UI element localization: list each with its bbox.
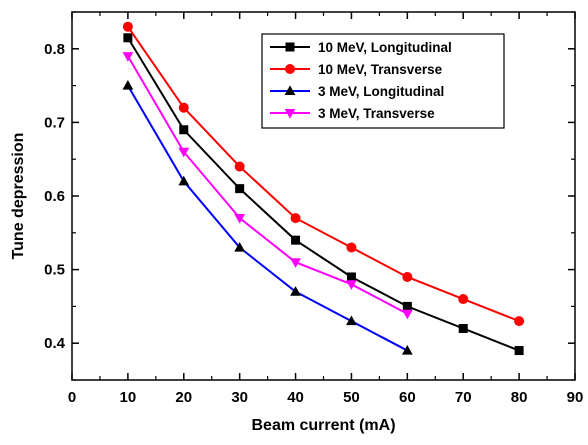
legend: 10 MeV, Longitudinal 10 MeV, Transverse 3 … (261, 33, 505, 129)
x-tick-label: 40 (287, 389, 304, 406)
series-line (127, 85, 408, 352)
legend-item: 10 MeV, Transverse (270, 62, 443, 77)
legend-marker (285, 42, 295, 52)
data-point (514, 346, 524, 356)
x-tick-label: 90 (567, 389, 584, 406)
data-point (346, 280, 357, 290)
legend-label: 3 MeV, Transverse (318, 106, 435, 121)
data-point (402, 271, 413, 282)
x-tick-label: 0 (68, 389, 76, 406)
x-tick-label: 10 (120, 389, 137, 406)
x-tick-label: 20 (175, 389, 192, 406)
data-point (122, 80, 134, 90)
data-point (290, 213, 301, 224)
data-point (179, 125, 189, 135)
x-tick-label: 50 (343, 389, 360, 406)
data-point (458, 323, 468, 333)
y-tick-label: 0.6 (44, 188, 65, 205)
x-tick-label: 60 (399, 389, 416, 406)
data-point (290, 258, 301, 268)
data-point (122, 52, 134, 62)
data-point (178, 175, 190, 186)
series-4 (122, 52, 413, 320)
data-point (346, 315, 357, 326)
data-point (291, 235, 301, 245)
plot-area (122, 21, 525, 356)
x-axis-label: Beam current (mA) (251, 417, 395, 434)
data-point (401, 309, 413, 320)
data-point (234, 214, 246, 224)
series-2 (122, 21, 525, 327)
legend-marker (285, 64, 295, 74)
data-point (290, 286, 301, 296)
data-point (123, 33, 133, 43)
data-point (234, 241, 246, 252)
series-3 (122, 80, 413, 355)
legend-label: 3 MeV, Longitudinal (318, 84, 444, 99)
legend-label: 10 MeV, Transverse (318, 62, 443, 77)
x-tick-label: 70 (455, 389, 472, 406)
legend-label: 10 MeV, Longitudinal (318, 40, 452, 55)
data-point (178, 102, 189, 113)
data-point (402, 301, 412, 311)
legend-item: 3 MeV, Transverse (270, 106, 435, 121)
series-line (127, 55, 408, 315)
y-tick-label: 0.8 (44, 41, 65, 58)
y-tick-label: 0.7 (44, 114, 65, 131)
data-point (234, 161, 245, 172)
x-tick-label: 80 (511, 389, 528, 406)
data-point (401, 344, 413, 355)
y-axis-label: Tune depression (10, 133, 27, 260)
legend-marker (284, 85, 296, 96)
data-point (514, 316, 525, 327)
y-tick-label: 0.5 (44, 262, 65, 279)
legend-item: 3 MeV, Longitudinal (270, 84, 444, 99)
data-point (178, 147, 190, 158)
series-line (127, 26, 520, 323)
axis-ticks: 0 10 20 30 40 50 60 70 80 90 0.4 0.5 0.6 0.7 0.8 (44, 11, 584, 406)
legend-item: 10 MeV, Longitudinal (270, 40, 452, 55)
series-line (127, 37, 520, 352)
legend-marker (284, 108, 296, 119)
data-point (458, 294, 469, 305)
x-tick-label: 30 (231, 389, 248, 406)
data-point (346, 272, 356, 282)
data-point (346, 242, 357, 253)
data-point (235, 184, 245, 194)
data-point (122, 21, 133, 32)
y-tick-label: 0.4 (44, 335, 66, 352)
series-1 (123, 33, 524, 356)
